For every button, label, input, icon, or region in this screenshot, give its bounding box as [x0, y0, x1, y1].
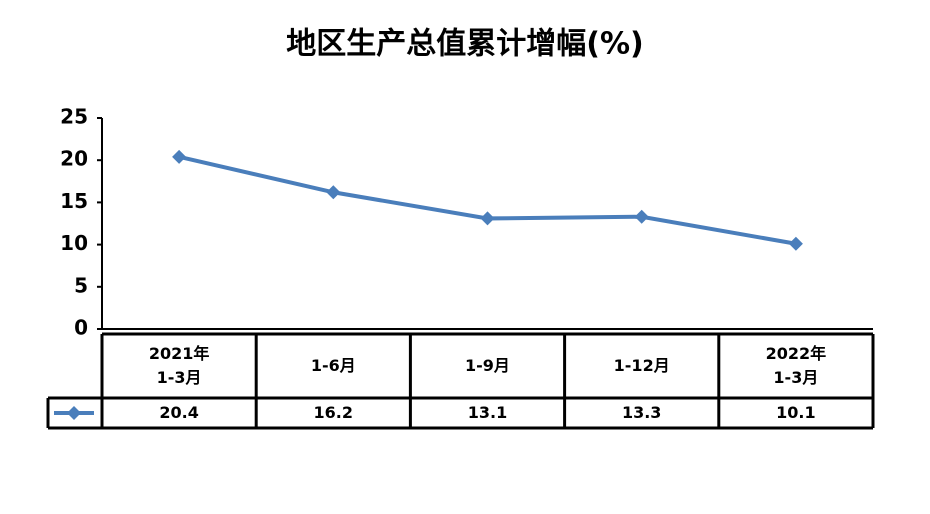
y-tick-label: 5	[74, 273, 88, 297]
series-line	[178, 154, 797, 246]
legend-key-marker	[67, 406, 81, 420]
table-value: 13.1	[467, 403, 508, 422]
table-value: 13.3	[621, 403, 662, 422]
data-point	[788, 236, 803, 251]
data-point	[480, 211, 495, 226]
table-category: 1-9月	[465, 356, 510, 375]
y-tick-label: 0	[74, 316, 88, 340]
table-category: 1-6月	[310, 356, 356, 375]
table-value: 16.2	[313, 403, 354, 422]
data-point	[634, 209, 649, 224]
y-tick-label: 20	[60, 147, 88, 171]
chart-title: 地区生产总值累计增幅(%)	[286, 27, 643, 62]
y-tick-label: 15	[60, 189, 88, 213]
table-value: 20.4	[159, 403, 199, 422]
y-tick-label: 10	[60, 231, 88, 255]
y-tick-label: 25	[60, 105, 88, 129]
table-category: 2021年 1-3月	[148, 344, 210, 387]
table-category: 1-12月	[613, 356, 670, 375]
table-value: 10.1	[776, 403, 816, 422]
table-category: 2022年 1-3月	[765, 344, 827, 387]
data-point	[172, 149, 187, 164]
data-point	[326, 185, 341, 200]
